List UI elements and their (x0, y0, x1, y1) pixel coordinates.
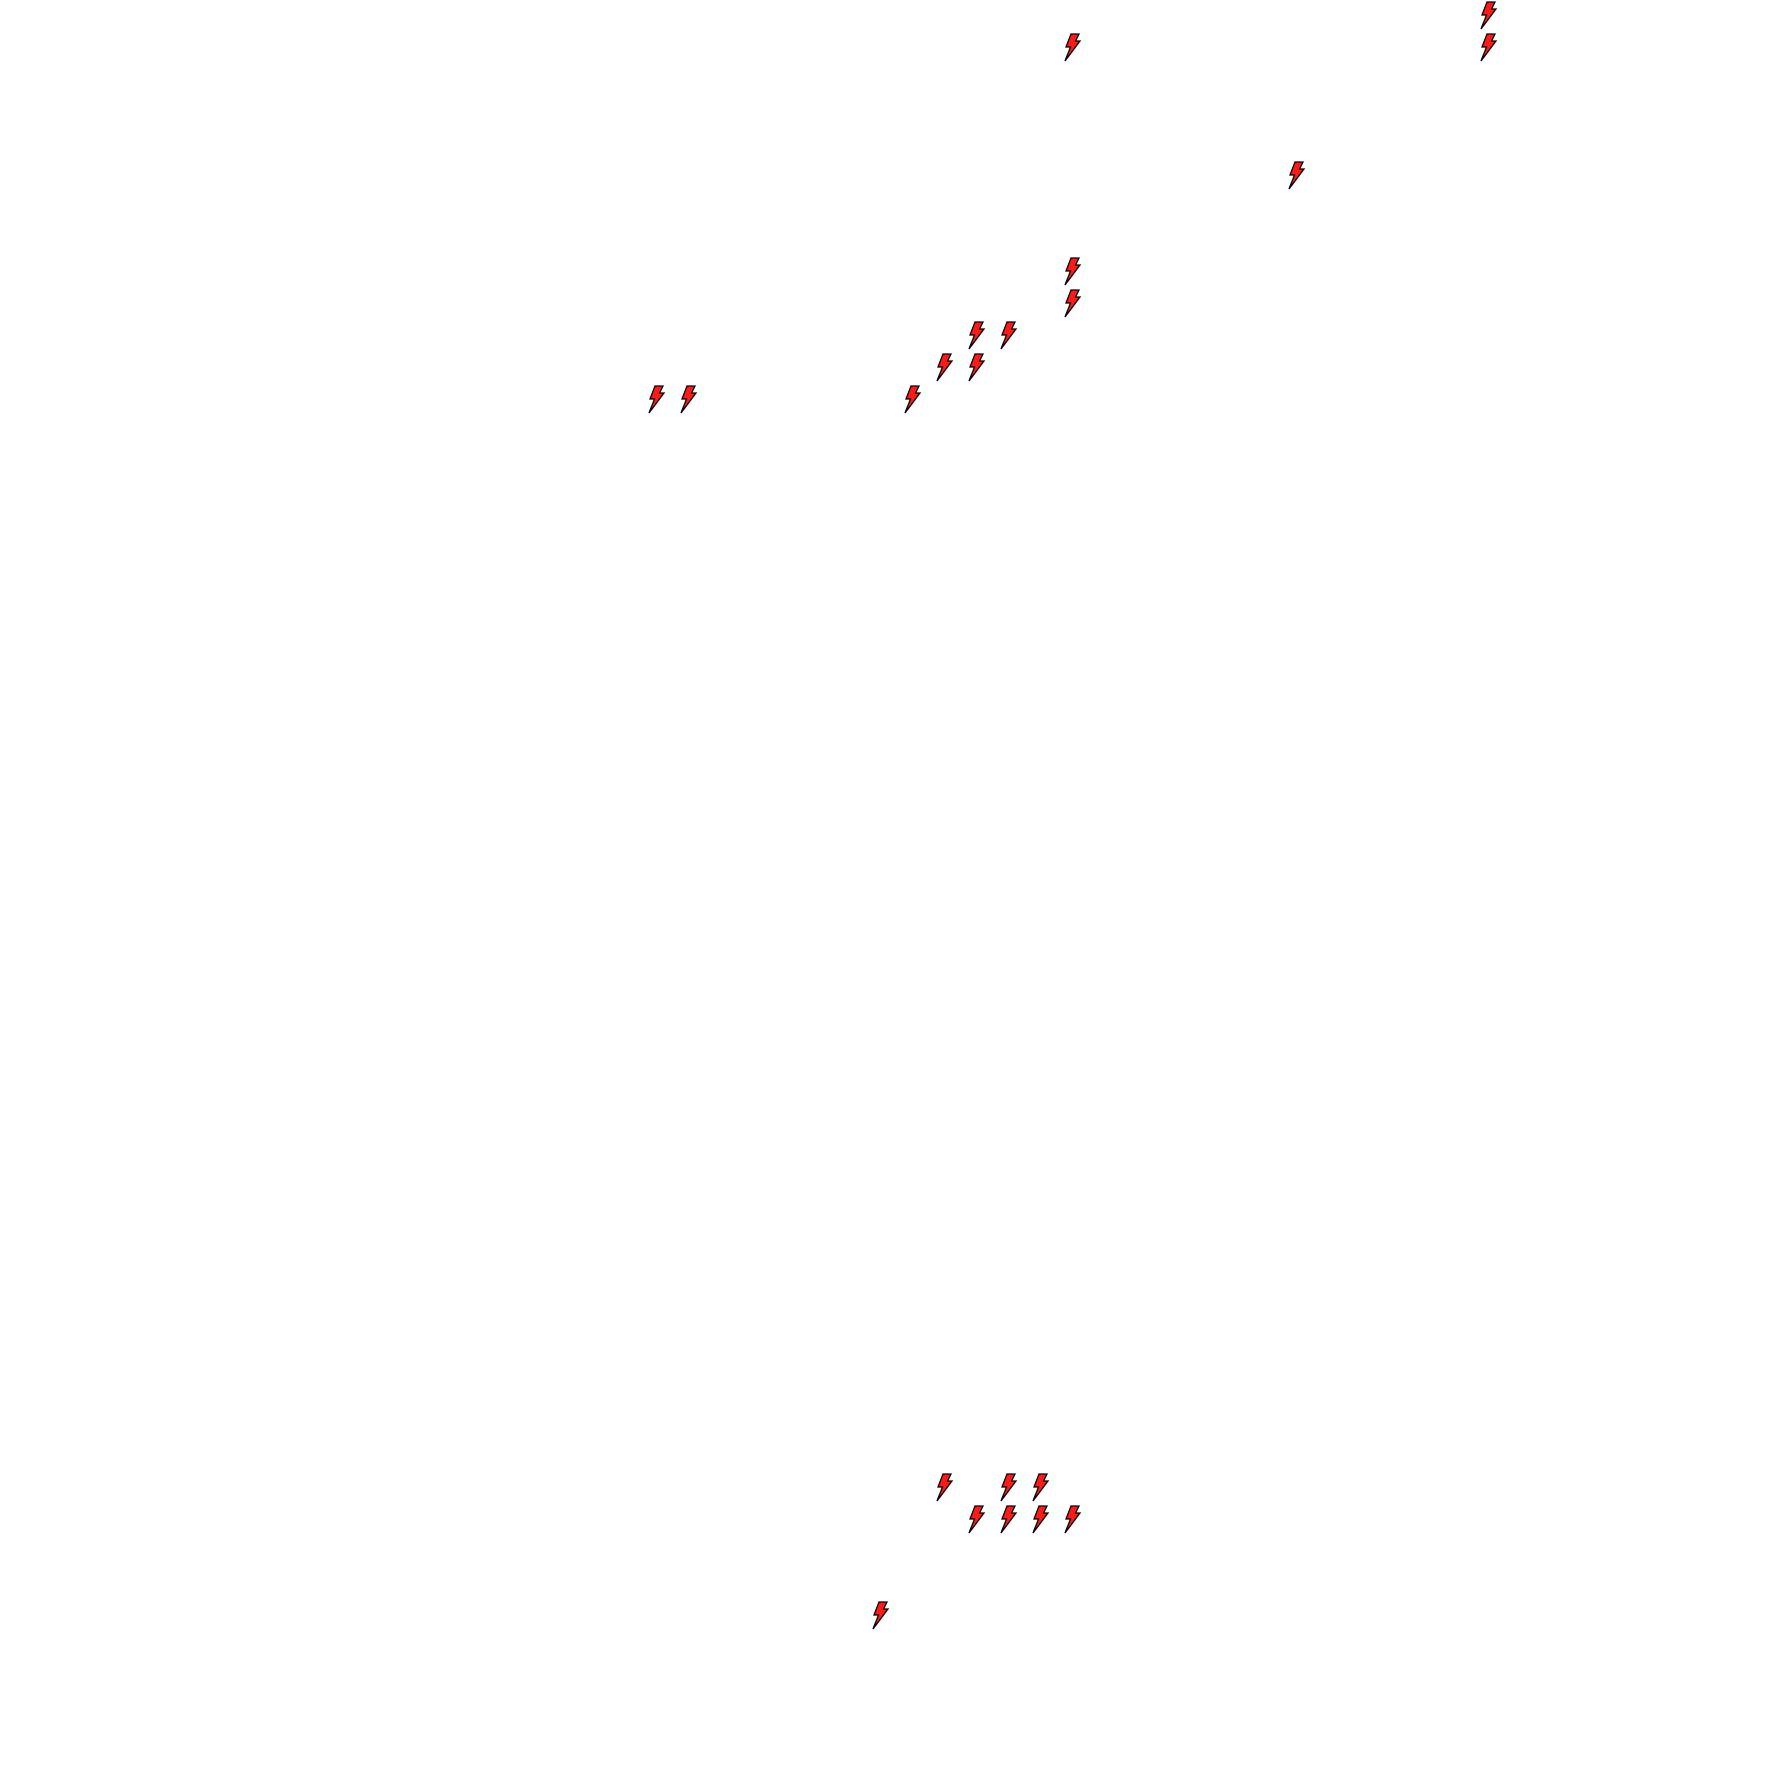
lightning-bolt-icon[interactable] (967, 321, 987, 351)
lightning-bolt-icon[interactable] (1287, 161, 1307, 191)
lightning-bolt-icon[interactable] (1479, 33, 1499, 63)
lightning-bolt-icon[interactable] (967, 353, 987, 383)
lightning-bolt-icon[interactable] (647, 385, 667, 415)
lightning-bolt-icon[interactable] (1063, 33, 1083, 63)
lightning-bolt-icon[interactable] (1031, 1473, 1051, 1503)
lightning-bolt-icon[interactable] (1063, 289, 1083, 319)
lightning-bolt-icon[interactable] (903, 385, 923, 415)
lightning-bolt-icon[interactable] (1063, 257, 1083, 287)
lightning-bolt-icon[interactable] (871, 1601, 891, 1631)
lightning-bolt-icon[interactable] (999, 321, 1019, 351)
lightning-bolt-icon[interactable] (1063, 1505, 1083, 1535)
lightning-bolt-icon[interactable] (999, 1473, 1019, 1503)
lightning-bolt-icon[interactable] (999, 1505, 1019, 1535)
lightning-bolt-icon[interactable] (1031, 1505, 1051, 1535)
lightning-bolt-icon[interactable] (967, 1505, 987, 1535)
lightning-bolt-icon[interactable] (935, 353, 955, 383)
lightning-bolt-icon[interactable] (1479, 1, 1499, 31)
lightning-bolt-icon[interactable] (679, 385, 699, 415)
lightning-bolt-icon[interactable] (935, 1473, 955, 1503)
